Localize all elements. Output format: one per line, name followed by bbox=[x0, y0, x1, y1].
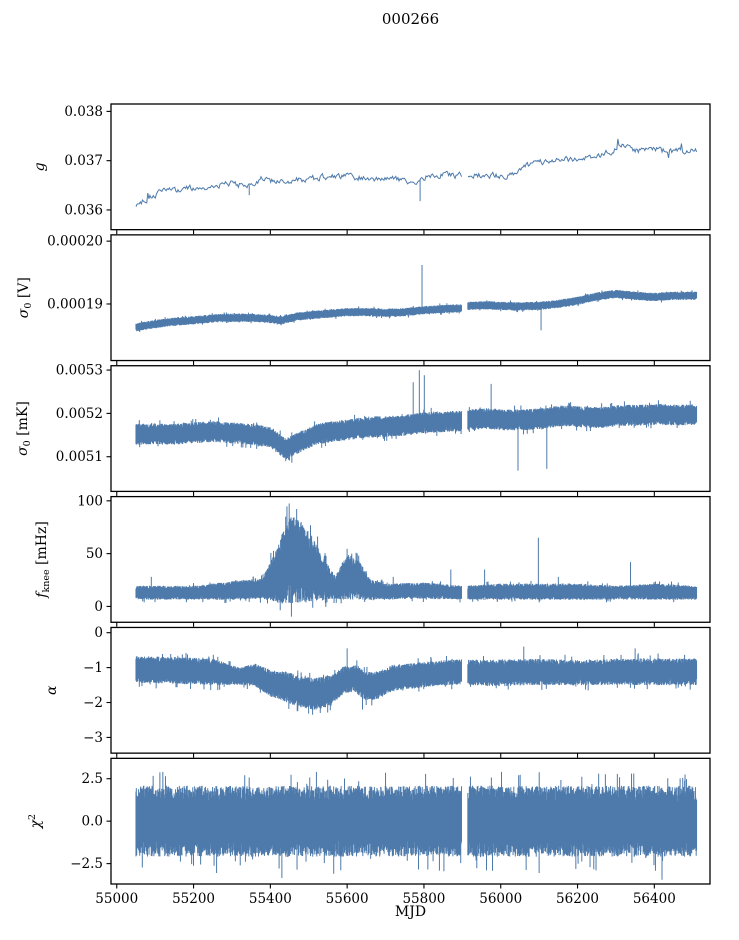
y-tick-label: 100 bbox=[77, 493, 103, 509]
y-axis-label-part: σ bbox=[15, 446, 31, 456]
x-tick-label: 55000 bbox=[95, 891, 138, 907]
x-axis-label: MJD bbox=[395, 904, 426, 920]
y-tick-label: 50 bbox=[86, 546, 103, 562]
y-axis-label-part: [mHz] bbox=[34, 521, 50, 569]
series-alpha bbox=[135, 646, 698, 715]
y-axis-label-part: α bbox=[44, 685, 60, 695]
y-axis-label-part: 0 bbox=[23, 303, 34, 309]
panel-chi2: 55000 55200 55400 55600 55800 56000 56200 56400… bbox=[27, 757, 711, 907]
axes-frame bbox=[110, 234, 711, 362]
y-axis-label-part: f bbox=[34, 590, 50, 599]
y-tick-label: 2.5 bbox=[82, 771, 103, 787]
series-sigma0-mk bbox=[135, 370, 698, 471]
y-axis-label-part: σ bbox=[16, 308, 32, 318]
x-tick-label: 55800 bbox=[402, 891, 445, 907]
y-axis-label-chi2: χ2 bbox=[27, 814, 44, 830]
panel-sigma0-volt: 0.00019 0.00020 σ0 [V] bbox=[16, 234, 711, 366]
y-axis-label-part: 0 bbox=[22, 440, 33, 446]
x-tick-label: 56400 bbox=[633, 891, 676, 907]
y-tick-label: 0 bbox=[94, 599, 103, 615]
chart-title: 000266 bbox=[382, 10, 439, 28]
x-tick-label: 56200 bbox=[556, 891, 599, 907]
panel-sigma0-mk: 0.0051 0.0052 0.0053 σ0 [mK] bbox=[15, 363, 711, 496]
axes-frame bbox=[110, 495, 711, 623]
series-g bbox=[135, 138, 698, 207]
series-fknee bbox=[135, 503, 698, 617]
y-axis-label-part: [mK] bbox=[15, 401, 31, 440]
series-sigma0-volt bbox=[135, 265, 698, 333]
y-tick-label: 0 bbox=[94, 625, 103, 641]
y-tick-label: 0.037 bbox=[64, 153, 103, 169]
y-tick-label: 0.0052 bbox=[56, 406, 103, 422]
y-tick-label: 0.038 bbox=[64, 104, 103, 120]
y-tick-label: −2.5 bbox=[70, 856, 103, 872]
y-axis-label-part: χ bbox=[28, 818, 44, 829]
x-tick-label: 55600 bbox=[326, 891, 369, 907]
y-tick-label: 0.036 bbox=[64, 202, 103, 218]
y-axis-label-alpha: α bbox=[44, 685, 60, 695]
y-axis-label-part: knee bbox=[41, 569, 52, 592]
y-tick-label: 0.00019 bbox=[47, 296, 103, 312]
axes-frame bbox=[110, 103, 711, 231]
y-axis-label-part: [V] bbox=[16, 277, 32, 302]
panel-fknee: 0 50 100 fknee [mHz] bbox=[34, 493, 711, 627]
y-axis-label-part: g bbox=[32, 162, 48, 171]
y-tick-label: 0.00020 bbox=[47, 234, 103, 250]
series-chi2 bbox=[135, 771, 698, 880]
y-axis-label-sigma0-volt: σ0 [V] bbox=[16, 277, 34, 318]
axes-frame bbox=[110, 626, 711, 754]
axes-frame bbox=[110, 365, 711, 493]
y-tick-label: −1 bbox=[83, 660, 103, 676]
y-tick-label: 0.0051 bbox=[56, 449, 103, 465]
y-axis-label-sigma0-mk: σ0 [mK] bbox=[15, 401, 33, 456]
y-axis-label-part: 2 bbox=[27, 814, 38, 820]
x-tick-label: 55400 bbox=[249, 891, 292, 907]
y-tick-label: −3 bbox=[83, 730, 103, 746]
y-tick-label: 0.0053 bbox=[56, 363, 103, 379]
y-tick-label: −2 bbox=[83, 695, 103, 711]
y-axis-label-g: g bbox=[32, 162, 48, 171]
panel-alpha: −3 −2 −1 0 α bbox=[44, 625, 711, 758]
x-tick-label: 55200 bbox=[172, 891, 215, 907]
x-tick-label: 56000 bbox=[479, 891, 522, 907]
y-axis-label-fknee: fknee [mHz] bbox=[34, 521, 52, 599]
panel-g: 0.036 0.037 0.038 g bbox=[32, 103, 711, 235]
y-tick-label: 0.0 bbox=[82, 814, 103, 830]
